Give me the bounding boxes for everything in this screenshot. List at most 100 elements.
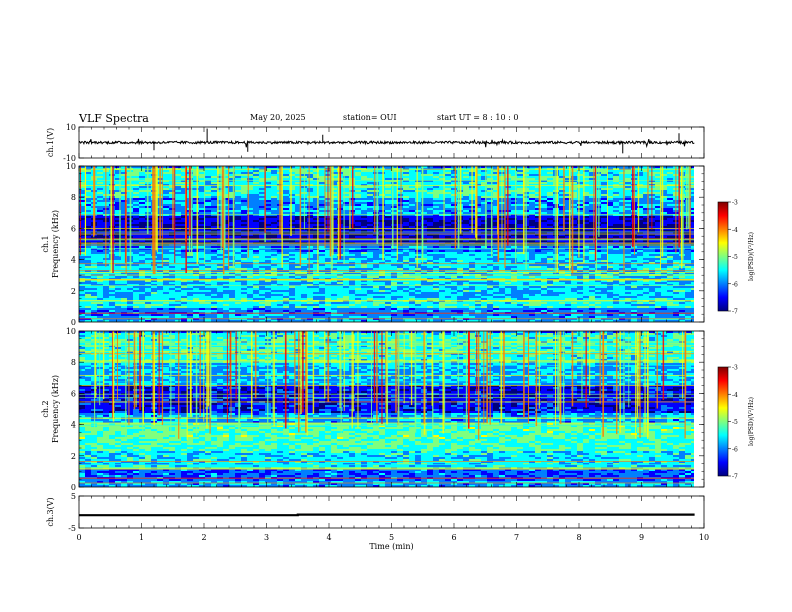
spectrogram-cell [529,198,536,201]
spectrogram-cell [427,214,434,217]
spectrogram-cell [97,260,104,263]
spectrogram-cell [667,206,674,209]
spectrogram-cell [535,196,542,199]
spectrogram-cell [295,230,302,233]
spectrogram-cell [121,234,128,237]
spectrogram-cell [223,194,230,197]
spectrogram-cell [379,222,386,225]
spectrogram-cell [439,226,446,229]
spectrogram-cell [445,212,452,215]
spectrogram-cell [541,236,548,239]
spectrogram-cell [211,254,218,257]
spectrogram-cell [355,240,362,243]
spectrogram-cell [307,230,314,233]
spectrogram-cell [445,174,452,177]
spectrogram-cell [121,220,128,223]
spectrogram-cell [235,218,242,221]
spectrogram-cell [355,174,362,177]
spectrogram-cell [199,194,206,197]
spectrogram-cell [97,198,104,201]
spectrogram-cell [235,236,242,239]
spectrogram-cell [505,258,512,261]
spectrogram-cell [319,170,326,173]
spectrogram-cell [265,174,272,177]
spectrogram-cell [313,210,320,213]
spectrogram-cell [121,202,128,205]
spectrogram-cell [241,224,248,227]
spectrogram-cell [613,196,620,199]
spectrogram-cell [367,226,374,229]
spectrogram-cell [397,224,404,227]
spectrogram-cell [187,260,194,263]
spectrogram-cell [475,186,482,189]
spectrogram-cell [379,192,386,195]
spectrogram-cell [625,258,632,261]
spectrogram-cell [601,226,608,229]
spectrogram-cell [403,218,410,221]
spectrogram-cell [301,250,308,253]
spectrogram-cell [247,182,254,185]
spectrogram-cell [589,230,596,233]
spectrogram-cell [583,256,590,259]
spectrogram-cell [133,220,140,223]
spectrogram-cell [181,192,188,195]
spectrogram-cell [415,172,422,175]
spectrogram-cell [169,258,176,261]
spectrogram-cell [667,174,674,177]
spectrogram-cell [331,252,338,255]
spectrogram-cell [271,254,278,257]
spectrogram-cell [571,228,578,231]
spectrogram-cell [421,232,428,235]
spectrogram-cell [247,178,254,181]
spectrogram-cell [403,170,410,173]
spectrogram-cell [541,224,548,227]
spectrogram-cell [193,194,200,197]
spectrogram-cell [517,198,524,201]
spectrogram-cell [253,200,260,203]
spectrogram-cell [283,200,290,203]
spectrogram-cell [661,170,668,173]
spectrogram-cell [91,260,98,263]
spectrogram-cell [577,194,584,197]
spectrogram-cell [181,190,188,193]
spectrogram-cell [439,204,446,207]
spectrogram-cell [397,252,404,255]
spectrogram-cell [559,222,566,225]
spectrogram-cell [655,170,662,173]
spectrogram-cell [259,210,266,213]
spectrogram-cell [205,196,212,199]
spectrogram-cell [193,232,200,235]
spectrogram-cell [655,192,662,195]
spectrogram-cell [643,212,650,215]
spectrogram-cell [379,236,386,239]
spectrogram-cell [307,234,314,237]
spectrogram-cell [691,256,694,259]
spectrogram-cell [121,262,128,265]
spectrogram-cell [337,262,344,265]
spectrogram-cell [655,208,662,211]
spectrogram-cell [163,208,170,211]
spectrogram-cell [493,180,500,183]
spectrogram-cell [247,260,254,263]
spectrogram-cell [229,182,236,185]
spectrogram-cell [331,202,338,205]
spectrogram-cell [565,186,572,189]
spectrogram-cell [253,174,260,177]
spectrogram-cell [379,172,386,175]
spectrogram-cell [415,240,422,243]
spectrogram-cell [439,178,446,181]
spectrogram-cell [283,234,290,237]
spectrogram-cell [193,178,200,181]
spectrogram-cell [145,254,152,257]
spectrogram-cell [565,208,572,211]
spectrogram-cell [205,216,212,219]
spectrogram-cell [271,222,278,225]
spectrogram-cell [259,208,266,211]
spectrogram-cell [181,166,188,169]
spectrogram-cell [217,224,224,227]
spectrogram-cell [199,260,206,263]
spectrogram-cell [97,252,104,255]
spectrogram-cell [229,184,236,187]
spectrogram-cell [403,190,410,193]
spectrogram-cell [205,166,212,169]
